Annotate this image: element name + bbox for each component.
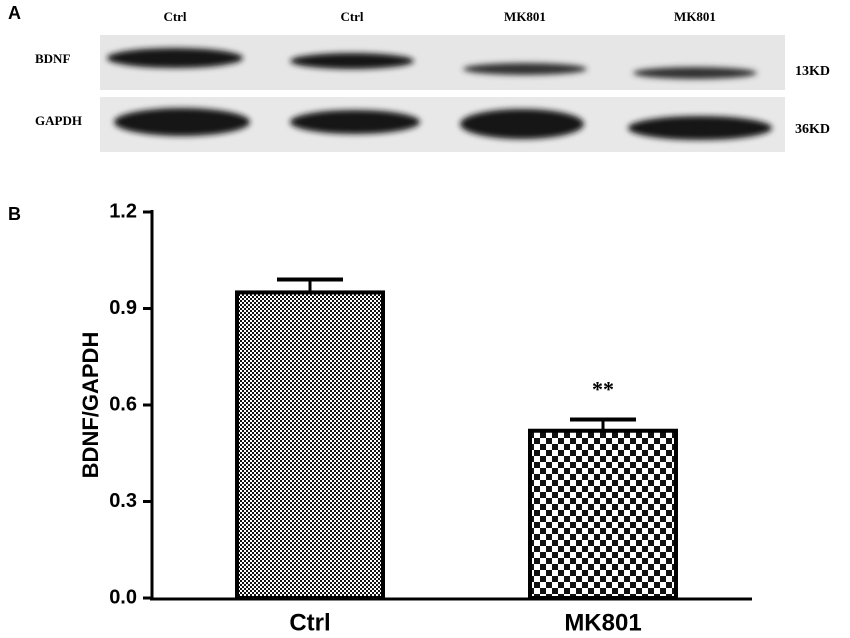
row-label: BDNF: [35, 51, 70, 66]
y-axis-label: BDNF/GAPDH: [78, 332, 103, 479]
x-tick-label: MK801: [564, 609, 641, 636]
row-label: GAPDH: [35, 113, 82, 128]
lane-label: Ctrl: [340, 9, 363, 24]
size-label: 36KD: [795, 122, 830, 137]
panel-label: B: [8, 204, 21, 224]
y-tick-label: 0.6: [109, 393, 137, 415]
bar: [528, 428, 678, 600]
y-tick-label: 0.9: [109, 297, 137, 319]
size-label: 13KD: [795, 64, 830, 79]
x-tick-label: Ctrl: [289, 609, 330, 636]
y-tick-label: 1.2: [109, 200, 137, 222]
y-tick-label: 0.0: [109, 586, 137, 608]
y-tick-label: 0.3: [109, 490, 137, 512]
panel-label: A: [8, 3, 21, 23]
bands: [107, 48, 772, 140]
significance-label: **: [592, 377, 614, 402]
lane-label: MK801: [674, 9, 716, 24]
lane-label: MK801: [504, 9, 546, 24]
lane-label: Ctrl: [163, 9, 186, 24]
bar: [235, 290, 385, 600]
